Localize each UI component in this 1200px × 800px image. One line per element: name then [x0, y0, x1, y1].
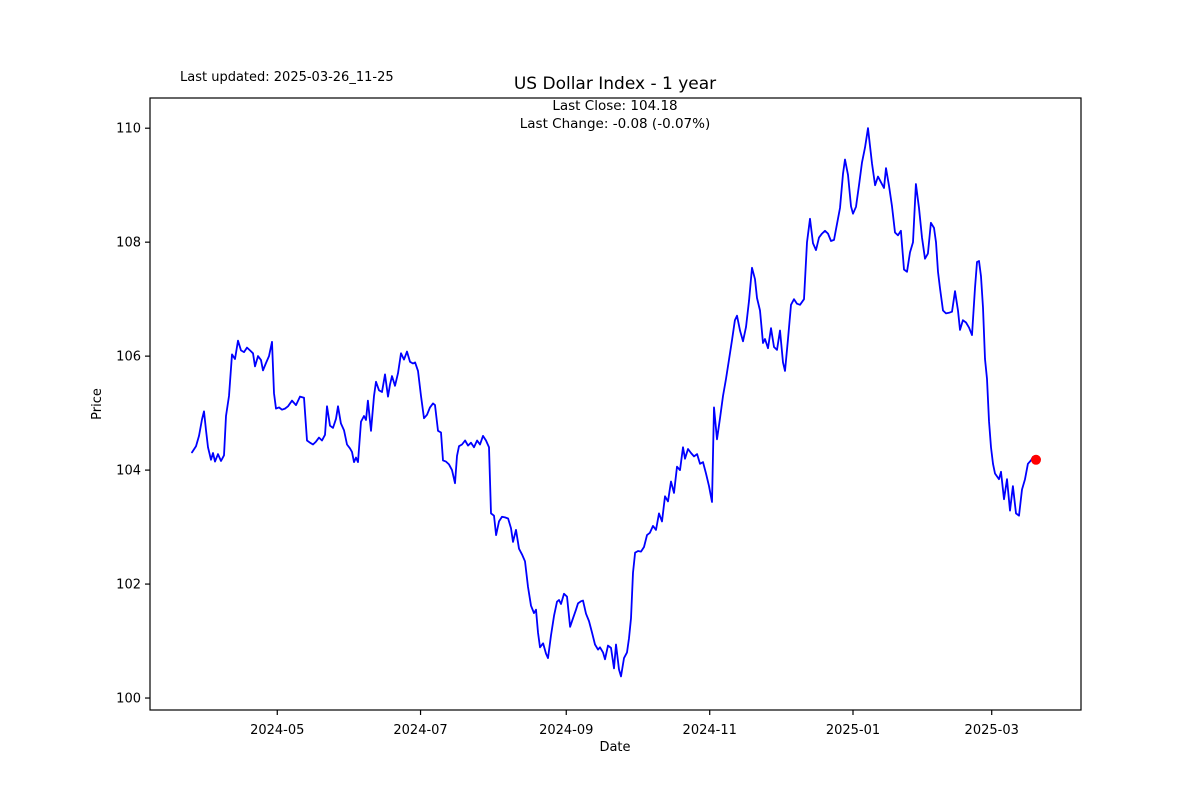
y-tick-label: 110	[116, 122, 141, 137]
x-tick-label: 2024-07	[393, 723, 447, 738]
x-axis-label: Date	[599, 740, 630, 755]
x-tick-label: 2024-05	[250, 723, 304, 738]
chart-title: US Dollar Index - 1 year	[514, 74, 716, 94]
axes-frame	[149, 97, 1082, 711]
y-tick-label: 102	[116, 578, 141, 593]
last-updated-note: Last updated: 2025-03-26_11-25	[180, 70, 394, 85]
x-tick-label: 2024-11	[683, 723, 737, 738]
y-tick-label: 106	[116, 350, 141, 365]
x-axis-ticks: 2024-05 2024-07 2024-09 2024-11 2025-01 2025-…	[250, 710, 1019, 738]
x-tick-label: 2025-01	[826, 723, 880, 738]
annotation-last-change: Last Change: -0.08 (-0.07%)	[520, 116, 710, 132]
y-tick-label: 100	[116, 692, 141, 707]
y-tick-label: 108	[116, 236, 141, 251]
x-tick-label: 2025-03	[965, 723, 1019, 738]
x-tick-label: 2024-09	[539, 723, 593, 738]
price-line	[191, 127, 1037, 678]
last-close-marker	[1031, 454, 1041, 465]
y-axis-label: Price	[90, 388, 105, 420]
y-tick-label: 104	[116, 464, 141, 479]
y-axis-ticks: 100 102 104 106 108 110	[116, 122, 150, 707]
annotation-last-close: Last Close: 104.18	[552, 98, 677, 114]
